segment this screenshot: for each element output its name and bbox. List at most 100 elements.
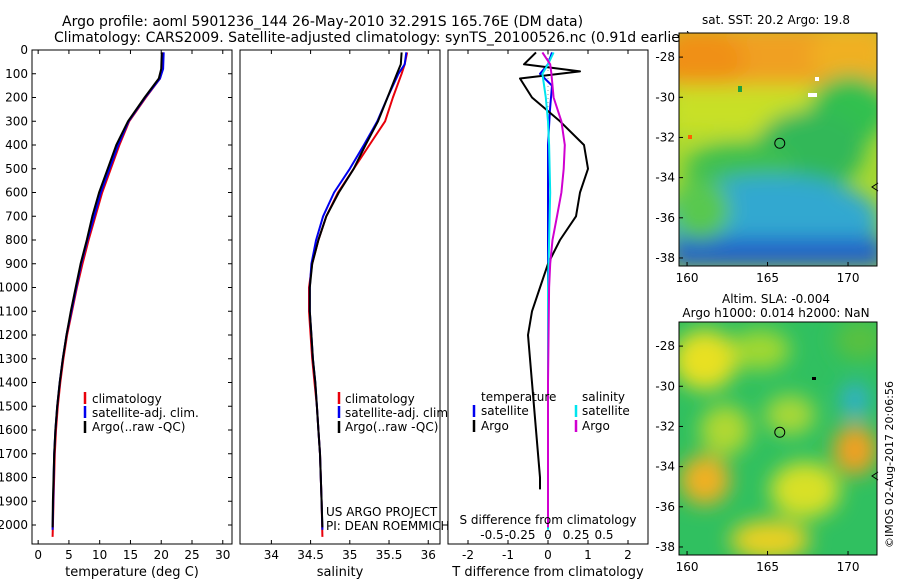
depth-tick-label: 1700 (0, 447, 28, 461)
depth-tick-label: 1900 (0, 494, 28, 508)
legend-title-temperature: temperature (481, 390, 556, 404)
depth-tick-label: 2000 (0, 518, 28, 532)
sla-map-lat-axis: -28 -30 -32 -34 -36 -38 (655, 339, 683, 554)
sst-map-title: sat. SST: 20.2 Argo: 19.8 (702, 13, 850, 27)
difference-legend: temperature satellite Argo salinity sate… (472, 390, 630, 433)
sla-map-title-line1: Altim. SLA: -0.004 (722, 292, 830, 306)
temperature-tick-label: 20 (154, 548, 169, 562)
depth-tick-label: 1800 (0, 471, 28, 485)
lon-tick-label: 160 (676, 271, 699, 285)
depth-tick-label: 1200 (0, 328, 28, 342)
temperature-tick-label: 15 (123, 548, 138, 562)
sla-heatmap (679, 322, 877, 555)
temperature-xlabel: temperature (deg C) (65, 565, 199, 580)
salinity-plot-frame (239, 49, 441, 545)
depth-tick-label: 800 (5, 233, 28, 247)
depth-tick-label: 1500 (0, 399, 28, 413)
depth-tick-label: 1600 (0, 423, 28, 437)
lon-tick-label: 170 (837, 271, 860, 285)
t-difference-tick-label: 0 (544, 548, 552, 562)
lat-tick-label: -34 (655, 171, 675, 185)
temperature-profiles (51, 52, 165, 537)
salinity-legend: climatology satellite-adj. clim. Argo(..… (337, 392, 452, 434)
salinity-tick-label: 34 (264, 548, 279, 562)
difference-profiles (519, 51, 589, 530)
legend-label-climatology: climatology (92, 392, 162, 406)
sst-heatmap (679, 33, 877, 266)
legend-label-t-argo: Argo (481, 419, 509, 433)
project-annotation-line1: US ARGO PROJECT (326, 505, 438, 519)
lat-tick-label: -28 (655, 50, 675, 64)
legend-label-argo: Argo(..raw -QC) (92, 420, 185, 434)
lon-tick-label: 170 (837, 560, 860, 574)
temperature-legend: climatology satellite-adj. clim. Argo(..… (83, 392, 199, 434)
map-edge-arrow-icon (871, 471, 879, 481)
legend-label-climatology: climatology (345, 392, 415, 406)
series-line-s-argo (541, 51, 566, 528)
series-line-argo-raw-qc- (51, 52, 163, 528)
legend-label-argo: Argo(..raw -QC) (345, 420, 438, 434)
salinity-tick-label: 34.5 (297, 548, 324, 562)
series-line-t-argo (519, 51, 589, 490)
temperature-tick-label: 0 (34, 548, 42, 562)
t-difference-xlabel: T difference from climatology (451, 565, 644, 580)
difference-panel: -2 -1 0 1 2 -0.5 -0.25 0 0.25 0.5 S difference f… (447, 49, 649, 580)
sla-map-lon-axis: 160 165 170 (676, 551, 860, 574)
temperature-tick-label: 30 (215, 548, 230, 562)
salinity-panel: 34 34.5 35 35.5 36 salinity climatology sate… (239, 49, 452, 580)
t-difference-axis: -2 -1 0 1 2 (462, 50, 632, 562)
legend-label-s-argo: Argo (582, 419, 610, 433)
depth-tick-label: 0 (20, 43, 28, 57)
imos-credit: ©IMOS 02-Aug-2017 20:06:56 (883, 381, 896, 548)
temperature-tick-label: 10 (92, 548, 107, 562)
s-difference-axis: -0.5 -0.25 0 0.25 0.5 (480, 528, 613, 542)
s-difference-tick-label: 0.25 (563, 528, 590, 542)
sst-map-lat-axis: -28 -30 -32 -34 -36 -38 (655, 50, 683, 265)
argo-location-marker (774, 426, 786, 438)
lon-tick-label: 160 (676, 560, 699, 574)
depth-tick-label: 1300 (0, 352, 28, 366)
sla-map-title-line2: Argo h1000: 0.014 h2000: NaN (682, 306, 869, 320)
depth-tick-label: 900 (5, 257, 28, 271)
lon-tick-label: 165 (756, 560, 779, 574)
legend-label-t-satellite: satellite (481, 404, 529, 418)
figure-title-line1: Argo profile: aoml 5901236_144 26-May-20… (62, 14, 583, 30)
depth-tick-label: 1100 (0, 304, 28, 318)
legend-label-s-satellite: satellite (582, 404, 630, 418)
depth-tick-label: 500 (5, 162, 28, 176)
temperature-plot-frame (31, 49, 233, 545)
depth-tick-label: 600 (5, 186, 28, 200)
t-difference-tick-label: 1 (584, 548, 592, 562)
sla-map-frame (678, 321, 878, 556)
temperature-panel: 0100200300400500600700800900100011001200… (0, 43, 648, 580)
depth-tick-label: 300 (5, 114, 28, 128)
s-difference-tick-label: -0.25 (504, 528, 535, 542)
t-difference-tick-label: -1 (502, 548, 514, 562)
salinity-xlabel: salinity (317, 565, 364, 580)
lat-tick-label: -38 (655, 540, 675, 554)
depth-tick-label: 700 (5, 209, 28, 223)
lat-tick-label: -32 (655, 419, 675, 433)
salinity-tick-label: 35 (342, 548, 357, 562)
depth-tick-label: 200 (5, 91, 28, 105)
argo-location-marker (774, 137, 786, 149)
depth-tick-label: 1000 (0, 281, 28, 295)
figure-title-line2: Climatology: CARS2009. Satellite-adjuste… (54, 30, 691, 46)
lat-tick-label: -34 (655, 460, 675, 474)
series-line-argo-raw-qc- (308, 52, 403, 528)
sst-map-panel: sat. SST: 20.2 Argo: 19.8 160 165 17 (655, 13, 879, 285)
s-difference-label: S difference from climatology (460, 513, 637, 527)
s-difference-tick-label: 0 (544, 528, 552, 542)
sst-map-lon-axis: 160 165 170 (676, 262, 860, 285)
map-edge-arrow-icon (871, 182, 879, 192)
sst-map-frame (678, 32, 878, 267)
lat-tick-label: -32 (655, 130, 675, 144)
lat-tick-label: -30 (655, 90, 675, 104)
depth-tick-label: 400 (5, 138, 28, 152)
s-difference-tick-label: -0.5 (480, 528, 503, 542)
legend-title-salinity: salinity (582, 390, 625, 404)
lat-tick-label: -28 (655, 339, 675, 353)
temperature-tick-label: 25 (184, 548, 199, 562)
lon-tick-label: 165 (756, 271, 779, 285)
